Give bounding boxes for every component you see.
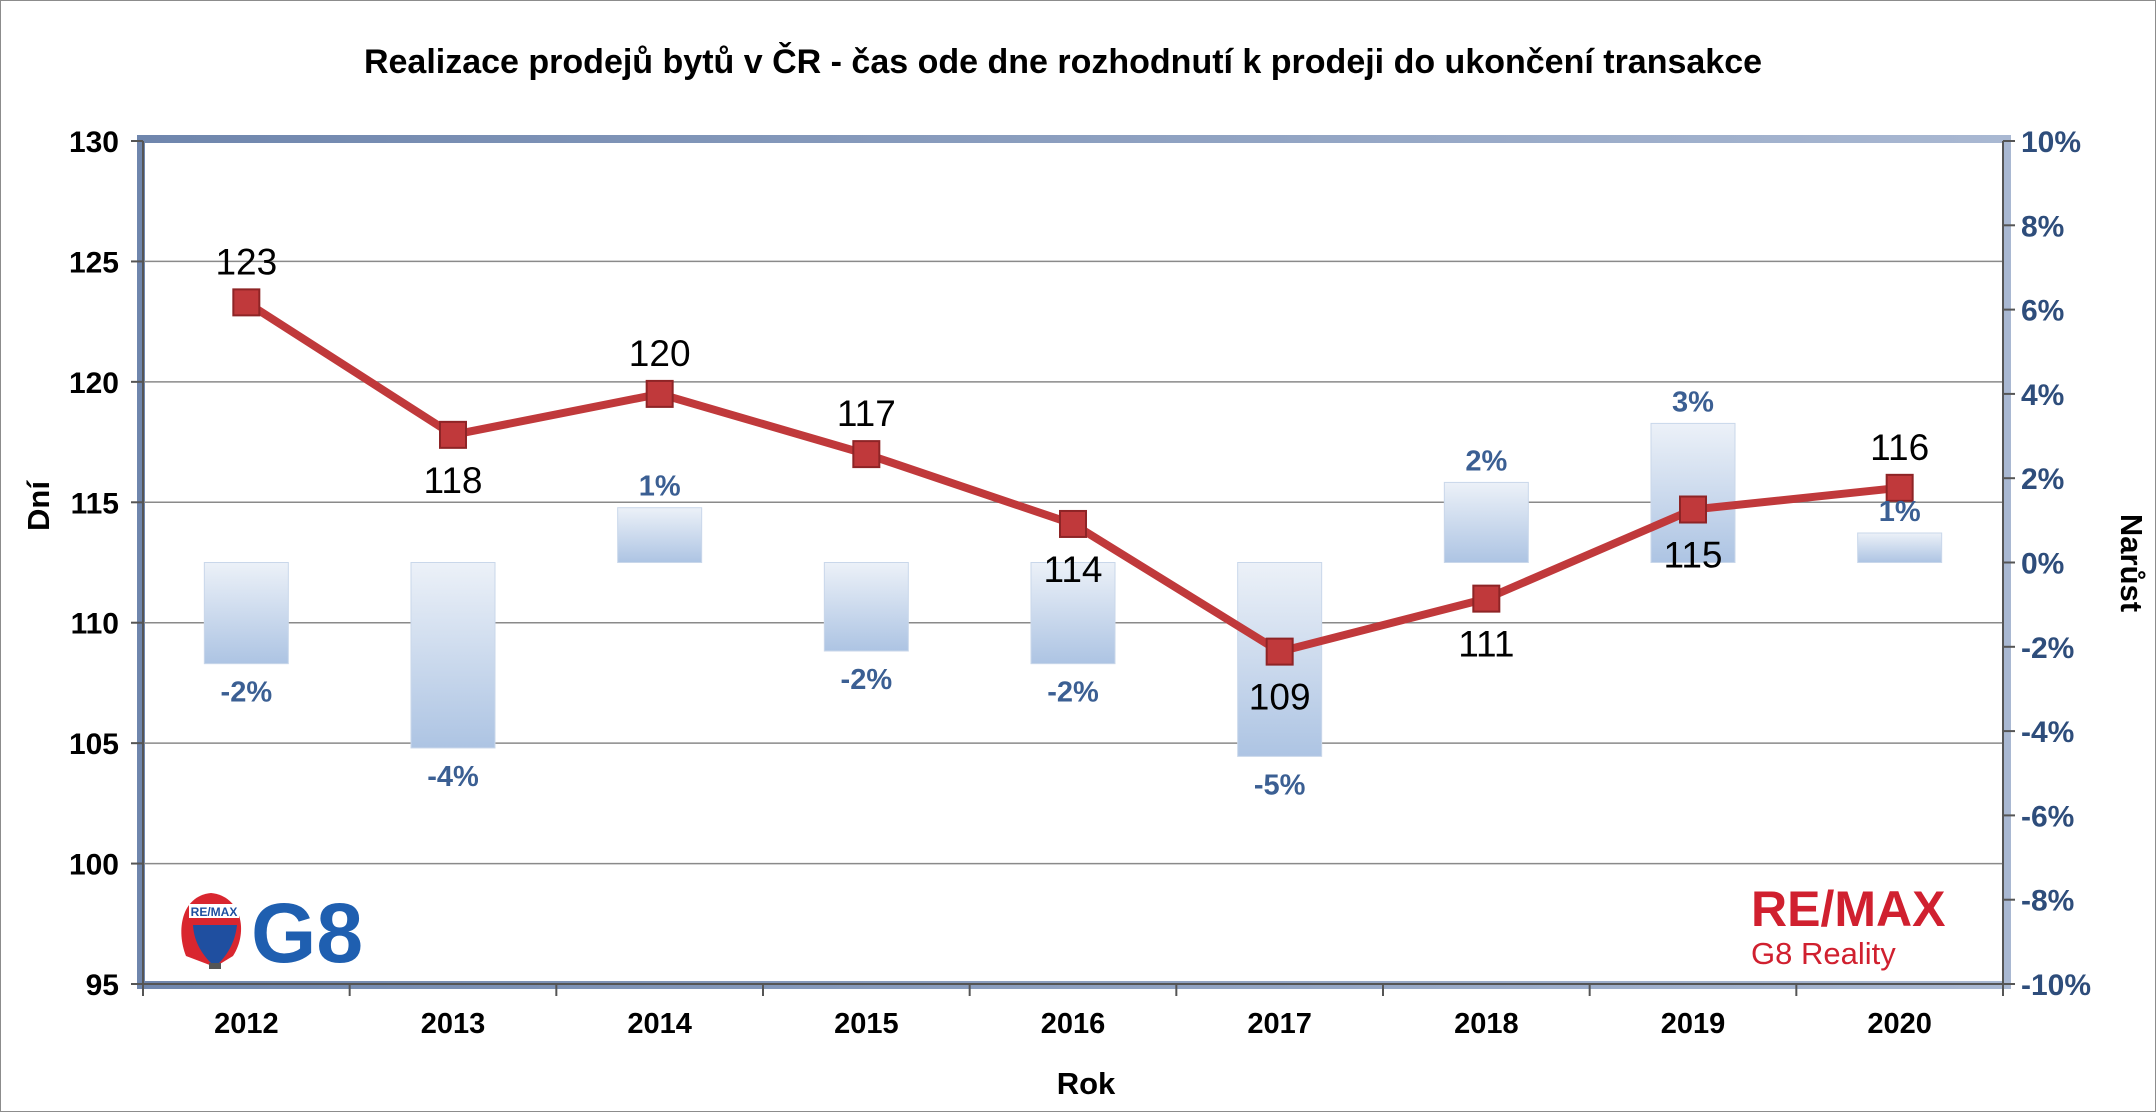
x-tick-label: 2017 xyxy=(1247,1008,1312,1040)
growth-percent-label: 1% xyxy=(1879,496,1921,528)
y-right-tick-label: 8% xyxy=(2021,210,2064,243)
x-axis-ticks: 2012 2013 2014 2015 2016 2017 2018 2019 2020 xyxy=(214,1008,1932,1040)
remax-logo: RE/MAX G8 Reality xyxy=(1751,881,1945,971)
balloon-icon: RE/MAX xyxy=(181,893,242,969)
g8-logo: RE/MAX G8 xyxy=(181,886,363,980)
days-marker xyxy=(645,379,674,408)
x-tick-label: 2014 xyxy=(627,1008,692,1040)
y-right-tick-label: 0% xyxy=(2021,548,2064,581)
growth-percent-label: 1% xyxy=(639,471,681,503)
growth-bar xyxy=(203,562,289,665)
y-left-tick-label: 105 xyxy=(69,728,119,761)
days-marker xyxy=(1679,495,1707,524)
x-tick-label: 2018 xyxy=(1454,1008,1519,1040)
y-left-tick-label: 130 xyxy=(69,126,119,159)
y-left-tick-label: 115 xyxy=(71,487,119,520)
days-value-labels: 123 118 120 117 114 109 111 115 116 xyxy=(215,241,1929,717)
days-marker xyxy=(852,440,881,469)
growth-percent-label: -5% xyxy=(1254,769,1306,801)
remax-brand-text: RE/MAX xyxy=(1751,881,1945,937)
growth-bar xyxy=(1857,532,1943,563)
growth-percent-label: -2% xyxy=(841,664,893,696)
days-value-label: 109 xyxy=(1249,677,1311,718)
growth-percent-label: -4% xyxy=(427,761,479,793)
days-value-label: 111 xyxy=(1458,624,1514,665)
x-tick-label: 2020 xyxy=(1867,1008,1932,1040)
days-value-label: 123 xyxy=(215,241,277,282)
days-marker xyxy=(439,420,467,449)
y-right-tick-label: 6% xyxy=(2021,295,2064,328)
growth-percent-label: 2% xyxy=(1465,445,1507,477)
growth-percent-labels: -2% -4% 1% -2% -2% -5% 2% 3% 1% xyxy=(221,386,1921,801)
balloon-text: RE/MAX xyxy=(191,905,238,919)
y-right-tick-label: 10% xyxy=(2021,126,2081,159)
days-value-label: 115 xyxy=(1664,535,1723,576)
growth-bar xyxy=(1650,422,1736,563)
days-value-label: 118 xyxy=(424,460,483,501)
y-right-tick-label: -10% xyxy=(2021,969,2091,1002)
growth-bar xyxy=(1030,562,1116,665)
y-right-tick-label: 2% xyxy=(2021,463,2064,496)
g8-text: G8 xyxy=(251,886,363,980)
days-value-label: 117 xyxy=(837,393,896,434)
y-right-tick-label: -6% xyxy=(2021,800,2074,833)
days-marker xyxy=(1059,509,1087,538)
y-axis-right-ticks: -10% -8% -6% -4% -2% 0% 2% 4% 6% 8% 10% xyxy=(2021,126,2091,1002)
growth-percent-label: -2% xyxy=(221,677,273,709)
days-marker xyxy=(232,288,261,317)
growth-percent-label: 3% xyxy=(1672,386,1714,418)
y-left-tick-label: 120 xyxy=(69,367,119,400)
y-axis-left-ticks: 95 100 105 110 115 120 125 130 xyxy=(69,126,119,1002)
growth-percent-label: -2% xyxy=(1047,677,1099,709)
y-right-tick-label: -2% xyxy=(2021,632,2074,665)
days-marker xyxy=(1885,473,1914,502)
y-right-tick-label: 4% xyxy=(2021,379,2064,412)
y-left-tick-label: 125 xyxy=(69,246,119,279)
x-axis-title: Rok xyxy=(1057,1066,1116,1101)
growth-bar xyxy=(823,562,909,652)
y-right-tick-label: -4% xyxy=(2021,716,2074,749)
x-tick-label: 2012 xyxy=(214,1008,279,1040)
x-tick-label: 2015 xyxy=(834,1008,899,1040)
axis-lines xyxy=(131,140,2015,996)
y-left-tick-label: 95 xyxy=(86,969,119,1002)
growth-bar xyxy=(1443,481,1529,564)
growth-bar xyxy=(617,507,703,563)
x-tick-label: 2019 xyxy=(1661,1008,1726,1040)
remax-sub-text: G8 Reality xyxy=(1751,936,1896,971)
growth-bars xyxy=(203,422,1943,757)
y-right-tick-label: -8% xyxy=(2021,885,2074,918)
y-axis-left-title: Dní xyxy=(21,480,56,531)
y-axis-right-title: Narůst xyxy=(2114,514,2149,612)
chart-title: Realizace prodejů bytů v ČR - čas ode dn… xyxy=(364,42,1762,81)
days-marker xyxy=(1472,584,1501,613)
days-value-label: 116 xyxy=(1870,427,1929,468)
x-tick-label: 2013 xyxy=(421,1008,486,1040)
y-left-tick-label: 110 xyxy=(71,608,119,641)
days-value-label: 114 xyxy=(1044,549,1103,590)
days-value-label: 120 xyxy=(629,333,691,374)
days-markers xyxy=(232,288,1914,666)
days-marker xyxy=(1265,637,1294,666)
growth-bar xyxy=(410,562,496,749)
x-tick-label: 2016 xyxy=(1041,1008,1106,1040)
y-left-tick-label: 100 xyxy=(69,849,119,882)
